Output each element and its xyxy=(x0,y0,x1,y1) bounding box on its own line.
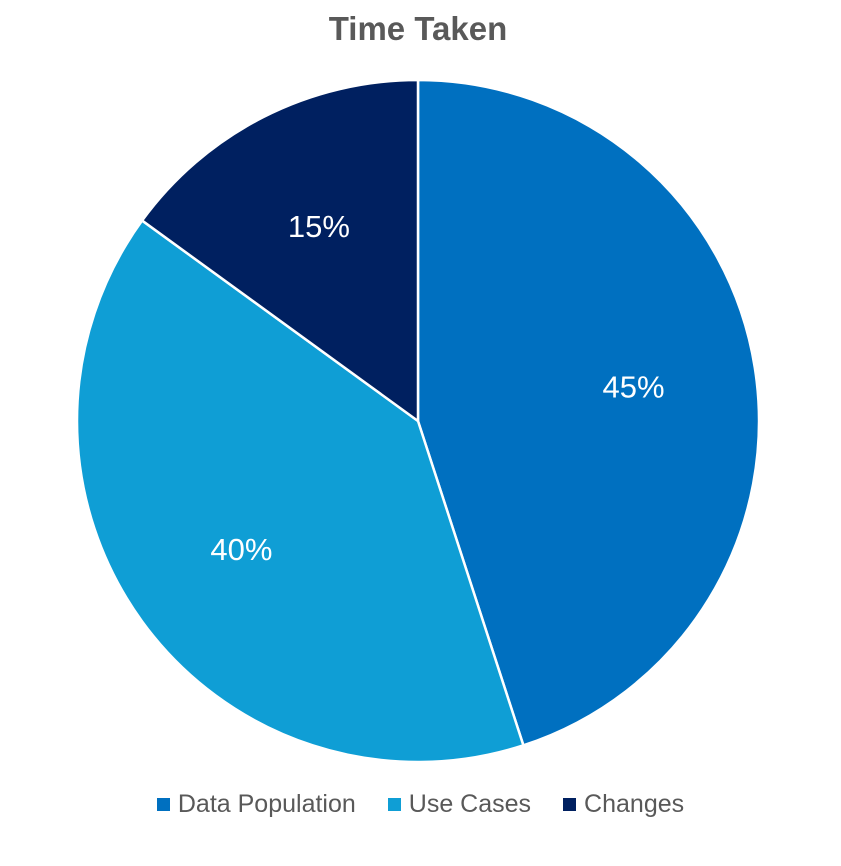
legend-swatch xyxy=(387,798,401,811)
chart-title: Time Taken xyxy=(328,10,508,47)
legend-label: Data Population xyxy=(177,790,356,818)
slice-data-label: 45% xyxy=(603,369,665,404)
legend-item-changes: Changes xyxy=(563,790,684,819)
slice-data-label: 15% xyxy=(288,209,350,244)
pie-slice-use-cases xyxy=(75,219,525,764)
legend-item-data-population: Data Population xyxy=(156,790,356,819)
legend-swatch xyxy=(156,798,170,811)
legend: Data Population Use Cases Changes xyxy=(0,790,841,819)
legend-label: Changes xyxy=(584,790,685,818)
pie-slice-changes xyxy=(140,78,420,423)
legend-swatch xyxy=(563,798,577,811)
legend-label: Use Cases xyxy=(408,790,532,818)
legend-item-use-cases: Use Cases xyxy=(387,790,532,819)
slice-data-label: 40% xyxy=(210,532,272,567)
pie-slice-data-population xyxy=(416,78,761,747)
